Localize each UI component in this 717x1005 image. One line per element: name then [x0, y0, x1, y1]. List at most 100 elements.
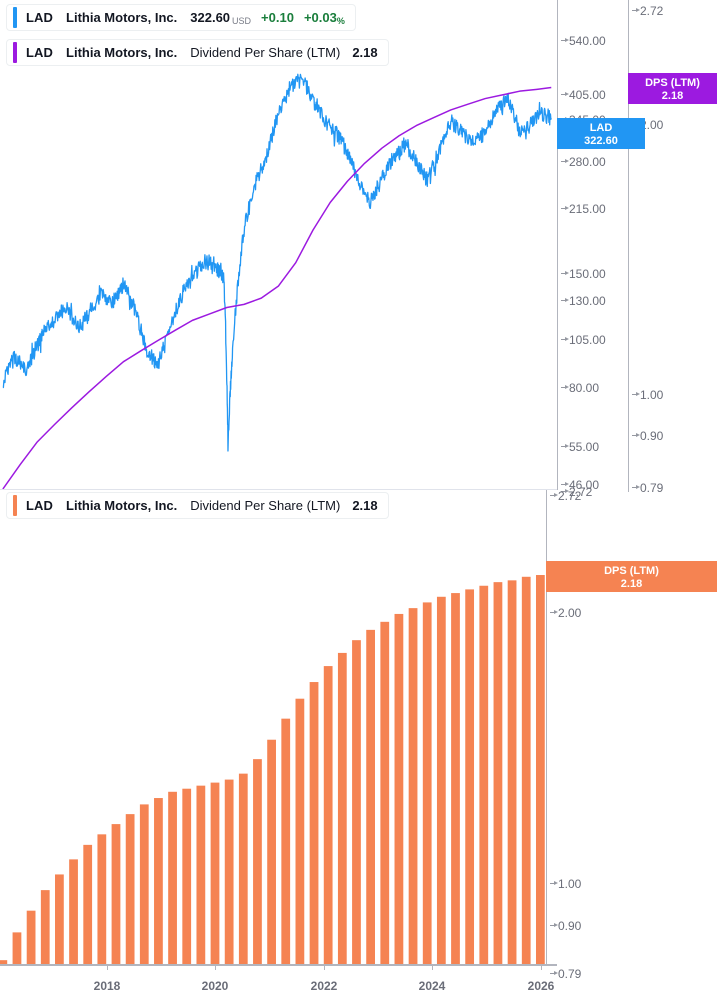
- dps-bar[interactable]: [281, 718, 291, 965]
- dps-bar[interactable]: [380, 621, 390, 965]
- dps-bar[interactable]: [224, 779, 234, 965]
- dps-bar[interactable]: [69, 859, 78, 965]
- legend-dps-bars[interactable]: LAD Lithia Motors, Inc. Dividend Per Sha…: [6, 492, 389, 519]
- dps-top-scale-axis[interactable]: 2.72 2.00 1.00 0.90 0.79: [628, 0, 717, 495]
- axis-tick-label: 2.00: [549, 606, 582, 620]
- dps-bar[interactable]: [97, 834, 107, 965]
- dps-bar[interactable]: [366, 629, 375, 965]
- panel-divider: [0, 489, 557, 490]
- x-axis-line: [0, 965, 557, 966]
- dps-bar[interactable]: [12, 932, 22, 965]
- axis-tick-label: 80.00: [560, 381, 600, 395]
- x-axis-tick-label: 2022: [310, 979, 338, 993]
- bar-baseline: [0, 964, 557, 965]
- dps-bar[interactable]: [535, 575, 545, 965]
- axis-tick-label: 215.00: [561, 202, 606, 216]
- dps-bar[interactable]: [479, 585, 489, 965]
- dps-bar[interactable]: [238, 773, 248, 965]
- dps-bar[interactable]: [253, 759, 262, 965]
- dps-bar[interactable]: [507, 580, 517, 965]
- axis-tick-label: 150.00: [561, 267, 606, 281]
- legend-accent-bar-dps-bottom: [13, 495, 17, 516]
- axis-tick-label: 2.72: [631, 4, 664, 18]
- legend-last-price: 322.60: [190, 10, 231, 25]
- axis-tick-label: 2.72: [560, 485, 593, 499]
- dps-bar[interactable]: [394, 613, 404, 965]
- x-axis[interactable]: 2018 2020 2022 2024 2026: [0, 965, 557, 1005]
- dps-bottom-badge[interactable]: DPS (LTM) 2.18: [546, 561, 717, 592]
- dps-bar[interactable]: [0, 960, 8, 965]
- axis-tick-label: 0.90: [549, 919, 582, 933]
- dps-bar[interactable]: [182, 788, 192, 965]
- lad-price-badge[interactable]: LAD 322.60: [557, 118, 645, 149]
- dps-bar-plot-area[interactable]: [0, 490, 546, 965]
- legend-accent-bar-price: [13, 7, 17, 28]
- dps-bar[interactable]: [451, 593, 460, 965]
- dps-bar[interactable]: [295, 698, 305, 965]
- x-axis-tick-label: 2018: [93, 979, 121, 993]
- dps-bar[interactable]: [83, 844, 93, 965]
- dps-bar[interactable]: [493, 582, 503, 965]
- dps-bar[interactable]: [337, 652, 347, 965]
- dps-bar[interactable]: [196, 785, 206, 965]
- dps-bar[interactable]: [436, 596, 446, 965]
- legend-change-absolute: +0.10: [261, 10, 294, 25]
- legend-company-dps-bottom: Lithia Motors, Inc.: [66, 498, 178, 513]
- dps-bar[interactable]: [323, 666, 333, 965]
- x-axis-tick-label: 2024: [418, 979, 446, 993]
- x-axis-tick-mark: [107, 965, 108, 970]
- axis-tick-label: 540.00: [561, 34, 606, 48]
- dps-bar-svg: [0, 575, 545, 965]
- legend-company-dps-top: Lithia Motors, Inc.: [66, 45, 178, 60]
- x-axis-tick-mark: [324, 965, 325, 970]
- axis-tick-label: 130.00: [561, 294, 606, 308]
- legend-value-dps-bottom: 2.18: [352, 498, 378, 513]
- dps-bar[interactable]: [111, 824, 121, 965]
- dps-bar[interactable]: [267, 739, 276, 965]
- price-axis-line: [557, 0, 558, 490]
- dps-bar[interactable]: [26, 910, 36, 965]
- dps-bar[interactable]: [154, 798, 163, 965]
- dps-bar[interactable]: [40, 890, 50, 965]
- legend-metric-dps-top: Dividend Per Share (LTM): [190, 45, 341, 60]
- dps-bar[interactable]: [465, 589, 475, 965]
- dps-overlay-line: [2, 86, 552, 489]
- axis-tick-label: 405.00: [561, 88, 606, 102]
- dps-bar[interactable]: [352, 640, 361, 965]
- price-scale-axis[interactable]: 540.00405.00345.00280.00215.00150.00130.…: [557, 0, 619, 1005]
- price-chart-plot-area[interactable]: [0, 0, 557, 489]
- dps-bar-group: [0, 575, 545, 965]
- legend-metric-dps-bottom: Dividend Per Share (LTM): [190, 498, 341, 513]
- x-axis-tick-label: 2026: [527, 979, 555, 993]
- dps-bottom-badge-label: DPS (LTM): [604, 565, 659, 577]
- legend-ticker-dps-top: LAD: [26, 45, 54, 60]
- x-axis-tick-mark: [215, 965, 216, 970]
- dps-bar[interactable]: [55, 874, 64, 965]
- axis-tick-label: 1.00: [631, 388, 664, 402]
- axis-tick-label: 0.79: [631, 481, 664, 495]
- dps-bottom-badge-value: 2.18: [620, 578, 643, 590]
- dps-bar[interactable]: [125, 814, 135, 965]
- dps-bar[interactable]: [408, 608, 418, 965]
- lad-badge-value: 322.60: [584, 135, 618, 147]
- legend-value-dps-top: 2.18: [352, 45, 378, 60]
- axis-tick-label: 0.90: [631, 429, 664, 443]
- dps-top-badge[interactable]: DPS (LTM) 2.18: [628, 73, 717, 104]
- legend-price-series[interactable]: LAD Lithia Motors, Inc. 322.60 USD +0.10…: [6, 4, 356, 31]
- dps-bar[interactable]: [168, 791, 177, 965]
- axis-tick-label: 0.79: [549, 967, 582, 981]
- axis-tick-label: 46.00: [560, 478, 600, 492]
- legend-accent-bar-dps-top: [13, 42, 17, 63]
- legend-company-price: Lithia Motors, Inc.: [66, 10, 178, 25]
- axis-tick-label: 55.00: [560, 440, 600, 454]
- dps-bar[interactable]: [210, 782, 220, 965]
- dps-bottom-scale-axis[interactable]: 2.72 2.00 1.00 0.90 0.79: [546, 490, 717, 980]
- legend-ticker-dps-bottom: LAD: [26, 498, 54, 513]
- legend-currency: USD: [232, 16, 252, 26]
- dps-bar[interactable]: [422, 602, 432, 965]
- dps-bar[interactable]: [139, 804, 149, 965]
- legend-dps-overlay[interactable]: LAD Lithia Motors, Inc. Dividend Per Sha…: [6, 39, 389, 66]
- dps-bar[interactable]: [309, 682, 319, 965]
- price-chart-svg: [2, 73, 552, 489]
- dps-bar[interactable]: [521, 576, 531, 965]
